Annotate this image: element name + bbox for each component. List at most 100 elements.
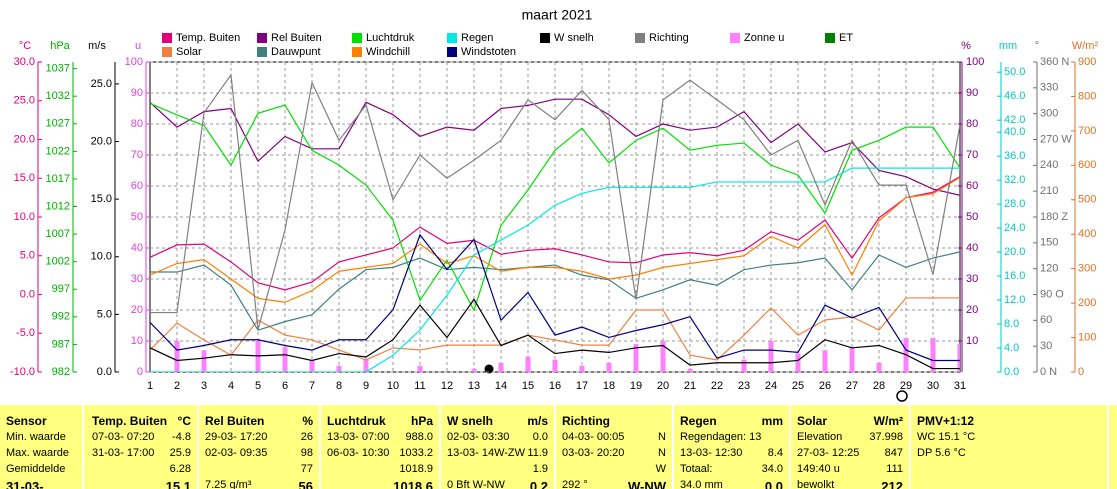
column-unit: mm — [761, 414, 783, 428]
legend-swatch — [257, 33, 267, 43]
stat-label: 03-03- 20:20 — [562, 447, 625, 459]
stat-label: 149:40 u — [797, 463, 840, 475]
legend-label: Luchtdruk — [366, 32, 415, 44]
y-tick-label: 50 — [131, 211, 143, 223]
y-tick-label: 25.0 — [91, 78, 112, 90]
axis-unit: mm — [999, 40, 1017, 52]
y-tick-label: 700 — [1078, 125, 1096, 137]
axis-unit: ° — [1035, 40, 1039, 52]
legend-label: Solar — [176, 46, 202, 58]
y-tick-label: 992 — [52, 311, 70, 323]
y-tick-label: 70 — [966, 149, 978, 161]
y-tick-label: 1007 — [46, 228, 70, 240]
y-tick-label: 100 — [125, 56, 143, 68]
x-tick-label: 5 — [255, 380, 261, 392]
y-tick-label: 1012 — [46, 200, 70, 212]
y-tick-label: 400 — [1078, 228, 1096, 240]
y-tick-label: 0 N — [1040, 366, 1057, 378]
y-tick-label: 10.0 — [91, 251, 112, 263]
y-tick-label: -10.0 — [10, 366, 35, 378]
y-tick-label: 80 — [131, 118, 143, 130]
x-tick-label: 25 — [792, 380, 804, 392]
stat-label: 13-03- 14W-ZW — [447, 447, 526, 459]
y-tick-label: 982 — [52, 366, 70, 378]
column-header: Rel Buiten — [205, 414, 265, 428]
x-tick-label: 17 — [576, 380, 588, 392]
sun-bar — [309, 359, 315, 372]
plot-series — [150, 73, 960, 372]
sun-bar — [525, 356, 531, 372]
y-tick-label: 90 — [131, 87, 143, 99]
stats-column: Richting 04-03- 00:05 N 03-03- 20:20 N W 292 °… — [556, 405, 674, 489]
stat-label: 13-03- 07:00 — [327, 431, 390, 443]
stat-value: 847 — [884, 447, 903, 459]
y-tick-label: 270 W — [1040, 133, 1072, 145]
y-tick-label: -5.0 — [16, 327, 35, 339]
sun-bar — [957, 344, 960, 372]
y-tick-label: 16.0 — [1004, 270, 1025, 282]
y-tick-label: 0.0 — [20, 288, 35, 300]
stat-value: N — [658, 447, 666, 459]
column-unit: °C — [177, 414, 191, 428]
stats-column: Solar W/m² Elevation 37.998 27-03- 12:25 847 1… — [791, 405, 911, 489]
y-tick-label: 360 N — [1040, 56, 1069, 68]
x-tick-label: 11 — [414, 380, 425, 392]
axis-unit: m/s — [88, 40, 106, 52]
x-tick-label: 14 — [495, 380, 507, 392]
y-tick-label: 46.0 — [1004, 90, 1025, 102]
sun-bar — [471, 368, 477, 372]
sun-bar — [174, 341, 180, 372]
x-tick-label: 26 — [819, 380, 831, 392]
stat-value: 11.9 — [527, 447, 548, 459]
axis-unit: W/m² — [1072, 40, 1099, 52]
x-tick-label: 13 — [468, 380, 480, 392]
legend-label: Richting — [649, 32, 689, 44]
column-header: Solar — [797, 414, 828, 428]
column-header: Sensor — [6, 414, 47, 428]
y-tick-label: 50 — [966, 211, 978, 223]
y-tick-label: 600 — [1078, 159, 1096, 171]
y-tick-label: 42.0 — [1004, 114, 1025, 126]
legend-label: Dauwpunt — [271, 46, 321, 58]
legend-swatch — [162, 47, 172, 57]
moon-full — [896, 390, 908, 402]
column-unit: W/m² — [873, 414, 903, 428]
column-unit: m/s — [527, 414, 548, 428]
x-tick-label: 6 — [282, 380, 288, 392]
series-line — [150, 167, 960, 372]
y-tick-label: 28.0 — [1004, 198, 1025, 210]
y-tick-label: 120 — [1040, 263, 1058, 275]
stat-value: 98 — [300, 447, 313, 459]
y-tick-label: 20 — [131, 304, 143, 316]
y-tick-label: 90 — [966, 87, 978, 99]
legend-swatch — [825, 33, 835, 43]
y-tick-label: 40 — [131, 242, 143, 254]
stats-column: Sensor Min. waarde Max. waarde Gemiddelde 31… — [0, 405, 84, 489]
chart: maart 2021 °C-10.0-5.00.05.010.015.020.0… — [10, 7, 1099, 402]
y-tick-label: 300 — [1040, 108, 1058, 120]
stat-value: 1018.9 — [399, 463, 433, 475]
y-tick-label: 180 Z — [1040, 211, 1068, 223]
stat-value: 1018.6 — [393, 479, 433, 489]
axis-unit: u — [135, 40, 141, 52]
legend-label: Windchill — [366, 46, 410, 58]
stats-column: PMV+1:12 WC 15.1 °C DP 5.6 °C — [911, 405, 1109, 489]
stat-value: -4.8 — [172, 431, 191, 443]
y-tick-label: 36.0 — [1004, 150, 1025, 162]
series-line — [150, 297, 960, 361]
stats-column: W snelh m/s 02-03- 03:30 0.0 13-03- 14W-ZW 11… — [441, 405, 556, 489]
stat-value: 25.9 — [169, 447, 191, 459]
stat-label: Totaal: — [680, 463, 713, 475]
series-line — [150, 102, 960, 312]
stat-label: 34.0 mm — [680, 479, 723, 489]
stat-label: Elevation — [797, 431, 843, 443]
x-tick-label: 30 — [927, 380, 939, 392]
stat-label: 27-03- 12:25 — [797, 447, 860, 459]
x-tick-label: 16 — [549, 380, 561, 392]
sun-bar — [579, 365, 585, 372]
sun-bar — [417, 365, 423, 372]
stat-label: 7.25 g/m³ — [205, 479, 252, 489]
y-tick-label: 100 — [1078, 331, 1096, 343]
y-tick-label: 1002 — [46, 256, 70, 268]
sun-bar — [633, 344, 639, 372]
